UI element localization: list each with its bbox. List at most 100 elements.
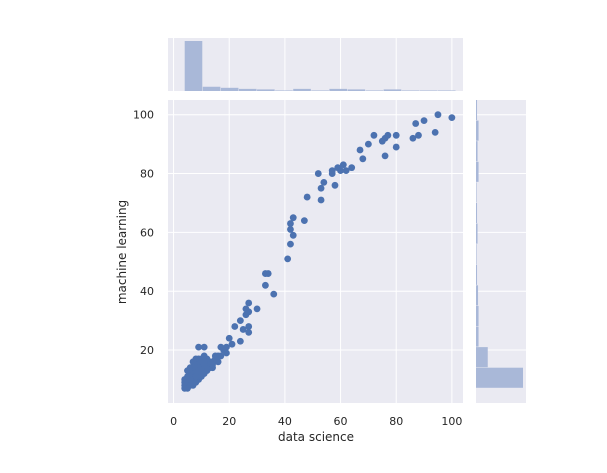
scatter-point	[370, 131, 378, 139]
scatter-point	[262, 281, 269, 289]
scatter-point	[420, 117, 428, 124]
scatter-point	[184, 367, 191, 375]
scatter-point	[409, 134, 417, 142]
scatter-point	[287, 240, 294, 248]
scatter-point	[331, 181, 339, 189]
scatter-point	[189, 358, 197, 366]
scatter-point	[211, 355, 219, 363]
right-histogram-bar	[476, 182, 477, 203]
scatter-point	[300, 217, 308, 225]
y-tick-label: 40	[140, 285, 154, 298]
top-histogram-bar	[257, 89, 275, 91]
top-histogram-background	[168, 38, 463, 91]
right-histogram-grid	[476, 114, 526, 351]
scatter-point	[231, 323, 239, 330]
scatter-point	[431, 128, 439, 136]
top-histogram-bar	[437, 90, 456, 91]
scatter-point	[317, 196, 325, 204]
scatter-point	[378, 137, 386, 145]
scatter-point	[217, 343, 225, 351]
top-histogram-grid	[173, 38, 453, 91]
y-tick-label: 80	[140, 168, 154, 181]
scatter-point	[392, 143, 400, 151]
right-histogram-bar	[476, 367, 523, 388]
x-axis-label: data science	[278, 430, 354, 444]
right-histogram-bar	[476, 326, 479, 347]
x-tick-label: 20	[222, 415, 236, 428]
scatter-point	[245, 328, 253, 336]
y-tick-label: 60	[140, 226, 154, 239]
top-histogram-bar	[202, 86, 221, 91]
scatter-point	[364, 140, 372, 148]
top-histogram-bar	[220, 87, 239, 91]
scatter-point	[392, 131, 400, 139]
x-tick-label: 80	[389, 415, 403, 428]
scatter-point	[200, 343, 208, 351]
right-histogram-bar	[476, 285, 479, 306]
top-histogram-bar	[311, 90, 329, 91]
top-histogram-bar	[238, 88, 257, 91]
x-tick-label: 100	[441, 415, 462, 428]
right-histogram-bar	[476, 120, 479, 141]
y-tick-label: 20	[140, 344, 154, 357]
scatter-point	[342, 167, 350, 175]
top-histogram-bar	[347, 89, 366, 91]
top-histogram-bar	[365, 90, 384, 91]
scatter-point	[228, 340, 236, 348]
scatter-plot-grid	[168, 100, 463, 403]
scatter-point	[328, 170, 336, 177]
x-tick-label: 0	[170, 415, 177, 428]
scatter-point	[334, 164, 342, 172]
x-tick-label: 40	[278, 415, 292, 428]
top-histogram-bar	[401, 90, 420, 91]
scatter-point	[253, 305, 261, 313]
scatter-point	[236, 317, 244, 325]
scatter-point	[242, 305, 250, 313]
scatter-point	[200, 358, 208, 366]
y-axis-ticks: 20 40 60 80 100	[133, 109, 154, 357]
scatter-point	[209, 361, 216, 369]
scatter-point	[339, 161, 347, 169]
scatter-point	[359, 155, 367, 163]
right-histogram-bar	[476, 305, 479, 327]
scatter-point	[284, 255, 292, 263]
scatter-point	[225, 334, 233, 342]
scatter-point	[320, 178, 328, 186]
scatter-point	[415, 131, 422, 139]
scatter-point	[262, 270, 269, 277]
scatter-point	[314, 170, 322, 177]
top-histogram-bar	[293, 88, 311, 91]
top-histogram-bars	[184, 41, 456, 91]
scatter-point	[236, 337, 244, 345]
scatter-point	[434, 111, 442, 119]
scatter-point	[317, 184, 325, 192]
right-histogram-bar	[476, 161, 479, 182]
top-histogram-bar	[184, 41, 203, 91]
scatter-point	[287, 226, 294, 233]
right-histogram-bars	[476, 100, 523, 388]
scatter-point	[348, 164, 356, 172]
scatter-point	[184, 376, 191, 383]
top-histogram-bar	[419, 90, 438, 91]
scatter-point	[192, 373, 200, 380]
right-histogram-bar	[476, 264, 478, 285]
y-axis-label: machine learning	[115, 200, 129, 304]
right-histogram-bar	[476, 141, 478, 162]
scatter-point	[289, 214, 297, 222]
scatter-point	[217, 352, 225, 360]
right-histogram-bar	[476, 244, 477, 265]
scatter-point	[381, 152, 389, 160]
top-histogram-bar	[329, 88, 348, 91]
top-histogram-bar	[275, 90, 293, 91]
scatter-plot-background	[168, 100, 463, 403]
right-histogram-bar	[476, 202, 478, 224]
right-histogram-bar	[476, 100, 478, 121]
right-histogram-bar	[476, 347, 488, 368]
scatter-point	[287, 220, 294, 227]
scatter-point	[412, 120, 420, 127]
top-histogram-bar	[383, 89, 402, 91]
scatter-points	[181, 111, 456, 392]
scatter-point	[195, 343, 203, 351]
right-histogram-bar	[476, 223, 478, 244]
